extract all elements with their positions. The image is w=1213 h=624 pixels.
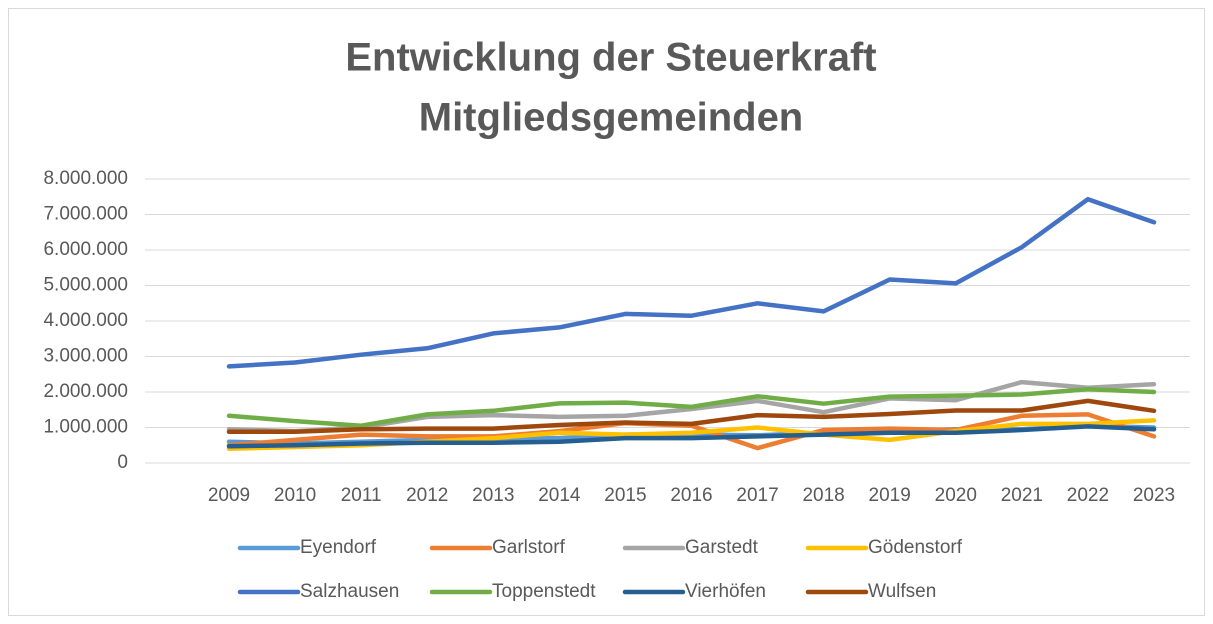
x-tick-label: 2021 [1001,485,1043,506]
y-tick-label: 5.000.000 [43,275,128,296]
legend-label: Eyendorf [300,537,377,558]
legend-label: Salzhausen [300,581,399,602]
y-tick-label: 8.000.000 [43,168,128,189]
legend-label: Wulfsen [868,581,936,602]
y-tick-label: 3.000.000 [43,346,128,367]
y-tick-label: 1.000.000 [43,417,128,438]
x-tick-label: 2010 [274,485,316,506]
legend-label: Garlstorf [492,537,566,558]
x-tick-label: 2020 [935,485,977,506]
series-line [226,398,1157,435]
x-tick-label: 2022 [1067,485,1109,506]
x-tick-label: 2012 [406,485,448,506]
legend-label: Toppenstedt [492,581,596,602]
x-tick-label: 2018 [802,485,844,506]
y-tick-label: 6.000.000 [43,239,128,260]
x-tick-label: 2023 [1133,485,1175,506]
x-tick-label: 2017 [736,485,778,506]
chart-title: Mitgliedsgemeinden [419,96,804,140]
chart-title: Entwicklung der Steuerkraft [345,36,876,80]
x-tick-label: 2013 [472,485,514,506]
chart-frame [8,8,1205,616]
series-line [226,424,1157,449]
y-tick-label: 2.000.000 [43,381,128,402]
y-tick-label: 7.000.000 [43,204,128,225]
x-tick-label: 2019 [869,485,911,506]
x-tick-label: 2016 [670,485,712,506]
y-tick-label: 0 [117,452,128,473]
x-tick-label: 2009 [208,485,250,506]
x-tick-label: 2014 [538,485,581,506]
series-line [226,196,1157,369]
x-tick-label: 2011 [341,485,382,506]
legend-label: Gödenstorf [868,537,963,558]
x-tick-label: 2015 [604,485,646,506]
legend-label: Vierhöfen [685,581,766,602]
y-tick-label: 4.000.000 [43,310,128,331]
legend-label: Garstedt [685,537,759,558]
series-line [226,386,1157,428]
